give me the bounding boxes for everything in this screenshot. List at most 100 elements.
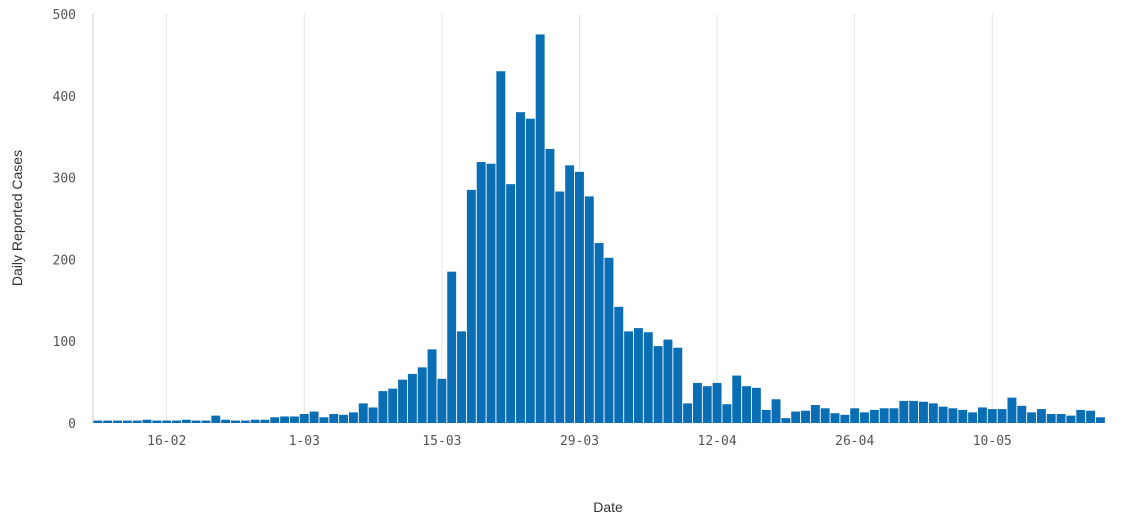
bar: [633, 328, 643, 423]
bar: [879, 408, 889, 423]
bar: [191, 420, 201, 423]
bar: [899, 400, 909, 423]
bar: [486, 163, 496, 423]
y-tick-label: 500: [53, 8, 76, 23]
bar: [358, 403, 368, 423]
bar: [1027, 412, 1037, 423]
bar: [280, 416, 290, 423]
bar: [938, 406, 948, 423]
bar: [810, 405, 820, 423]
bar: [1046, 414, 1056, 423]
bar: [781, 418, 791, 423]
bar: [368, 407, 378, 423]
bar: [1017, 405, 1027, 423]
bar: [692, 382, 702, 423]
bar: [329, 414, 339, 423]
bar: [260, 419, 270, 423]
bar: [240, 420, 250, 423]
bar: [977, 407, 987, 423]
bar: [604, 257, 614, 423]
bar: [162, 420, 172, 423]
bar: [653, 346, 663, 423]
bar: [525, 118, 535, 423]
bar: [624, 331, 634, 423]
bar: [398, 379, 408, 423]
x-tick-label: 10-05: [973, 434, 1012, 449]
y-tick-label: 200: [53, 253, 76, 268]
bar: [388, 388, 398, 423]
bar: [683, 403, 693, 423]
x-tick-label: 12-04: [698, 434, 737, 449]
bar: [1056, 414, 1066, 423]
bar: [751, 387, 761, 423]
y-tick-labels: 0 100 200 300 400 500: [53, 8, 76, 432]
x-tick-label: 29-03: [560, 434, 599, 449]
bar: [339, 414, 349, 423]
bar: [732, 375, 742, 423]
bar: [93, 420, 103, 423]
bar: [673, 347, 683, 423]
bar: [820, 408, 830, 423]
bar: [997, 409, 1007, 423]
bar: [1095, 417, 1105, 423]
bar: [122, 420, 132, 423]
bar: [132, 420, 142, 423]
bar: [1066, 415, 1076, 423]
bar: [771, 399, 781, 423]
x-axis-label: Date: [593, 499, 623, 515]
bar: [506, 184, 516, 423]
bar: [417, 367, 427, 423]
bar: [378, 391, 388, 423]
bar: [427, 349, 437, 423]
bar: [299, 414, 309, 423]
bar: [348, 412, 358, 423]
bar: [742, 386, 752, 423]
bar: [791, 411, 801, 423]
bar: [702, 386, 712, 423]
bar: [1076, 409, 1086, 423]
y-tick-label: 0: [68, 417, 76, 432]
bar: [103, 420, 113, 423]
y-axis-label: Daily Reported Cases: [9, 150, 25, 286]
bar: [928, 403, 938, 423]
bar: [663, 339, 673, 423]
bar: [201, 420, 211, 423]
bar: [113, 420, 122, 423]
bar: [869, 409, 879, 423]
bar: [535, 34, 545, 423]
bar: [987, 409, 997, 423]
bar: [909, 400, 919, 423]
bar: [496, 71, 506, 423]
bar: [250, 419, 260, 423]
bar: [555, 191, 565, 423]
bar: [289, 416, 299, 423]
bar: [722, 404, 732, 423]
y-tick-label: 300: [53, 172, 76, 187]
bar: [643, 332, 653, 423]
gridlines: [166, 14, 993, 423]
bar: [919, 401, 928, 423]
bar: [860, 412, 869, 423]
bar: [1007, 397, 1017, 423]
bar: [565, 165, 575, 423]
bar: [270, 417, 280, 423]
bar: [575, 171, 584, 423]
x-tick-label: 16-02: [147, 434, 186, 449]
bar: [545, 148, 555, 423]
bar: [594, 243, 604, 423]
bar: [447, 271, 457, 423]
bar: [181, 419, 191, 423]
bar: [761, 409, 771, 423]
bar: [142, 419, 152, 423]
y-tick-label: 100: [53, 335, 76, 350]
bar: [152, 420, 162, 423]
bar: [457, 331, 466, 423]
bar: [172, 420, 181, 423]
y-tick-label: 400: [53, 90, 76, 105]
bar: [958, 409, 968, 423]
bar: [1086, 410, 1096, 423]
bar: [948, 408, 958, 423]
bar: [437, 378, 447, 423]
x-tick-label: 15-03: [422, 434, 461, 449]
x-tick-label: 26-04: [835, 434, 874, 449]
